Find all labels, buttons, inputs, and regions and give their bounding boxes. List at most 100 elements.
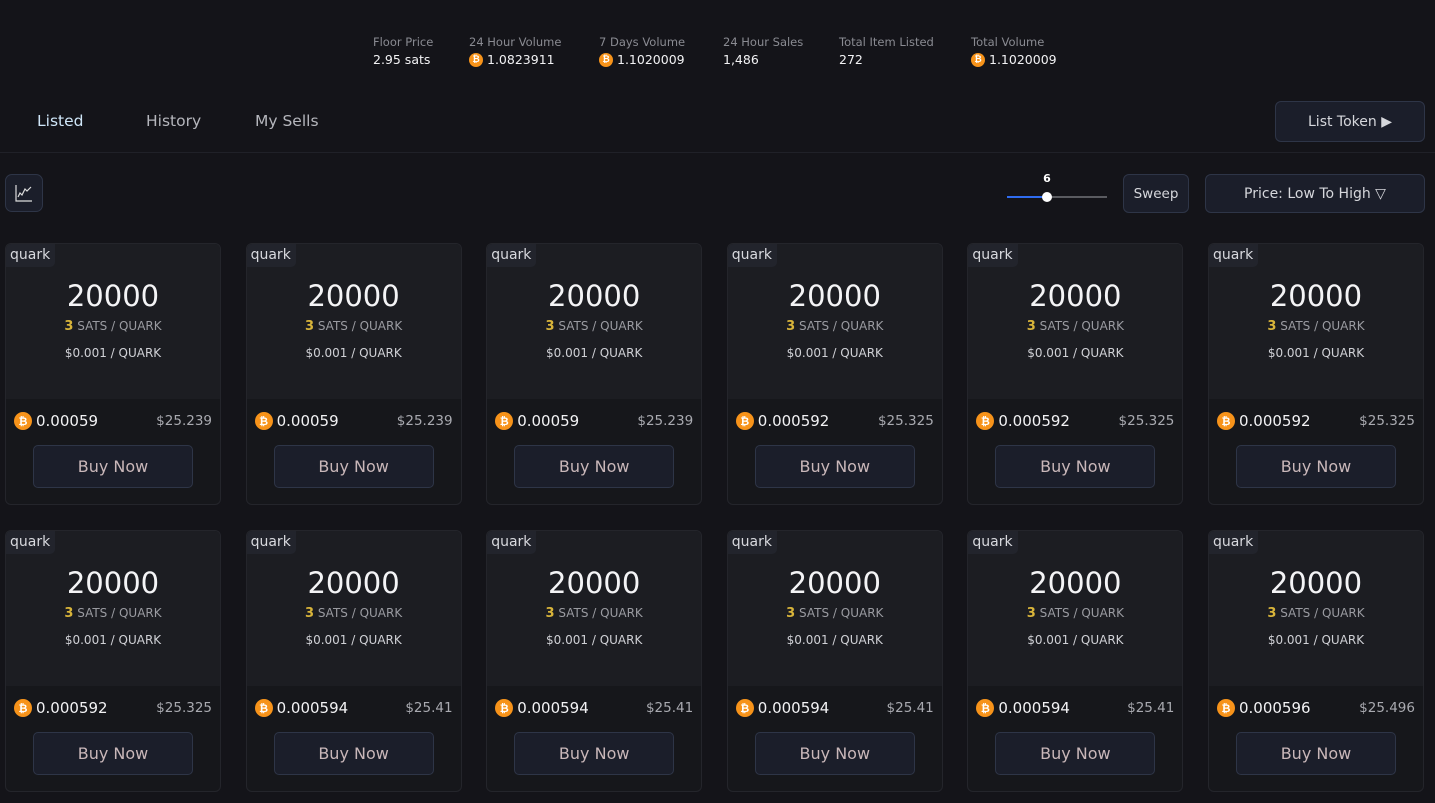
sats-per-token: 3 SATS / QUARK [968, 606, 1182, 621]
buy-now-button[interactable]: Buy Now [1235, 445, 1396, 488]
price-row: ₿ 0.000594 $25.41 [728, 699, 942, 717]
usd-per-token: $0.001 / QUARK [1027, 346, 1124, 360]
ticker-tag: quark [968, 531, 1018, 554]
price-row: ₿ 0.00059 $25.239 [487, 412, 701, 430]
buy-now-button[interactable]: Buy Now [754, 445, 915, 488]
slider-track[interactable] [1007, 196, 1107, 198]
sats-value: 3 [1026, 606, 1036, 621]
btc-price-value: 0.000594 [998, 699, 1070, 717]
listing-card: quark 20000 3 SATS / QUARK $0.001 / QUAR… [5, 243, 221, 505]
sats-value: 3 [545, 606, 555, 621]
bitcoin-icon: ₿ [735, 412, 754, 430]
usd-per-token: $0.001 / QUARK [64, 633, 162, 647]
price-row: ₿ 0.00059 $25.239 [6, 412, 220, 430]
buy-now-button[interactable]: Buy Now [1235, 732, 1396, 775]
buy-now-button[interactable]: Buy Now [273, 732, 434, 775]
sort-dropdown[interactable]: Price: Low To High ▽ [1205, 174, 1425, 213]
sats-value: 3 [786, 606, 796, 621]
token-amount: 20000 [307, 279, 400, 313]
tab-history[interactable]: History [146, 112, 202, 130]
sats-per-token: 3 SATS / QUARK [968, 319, 1182, 334]
ticker-tag: quark [487, 531, 537, 554]
tab-bar: Listed History My Sells [37, 112, 355, 130]
sats-unit: SATS / QUARK [799, 606, 884, 620]
usd-per-token: $0.001 / QUARK [305, 633, 402, 647]
ticker-tag: quark [727, 244, 777, 267]
price-row: ₿ 0.000592 $25.325 [728, 412, 942, 430]
buy-now-button[interactable]: Buy Now [995, 445, 1156, 488]
bitcoin-icon: ₿ [14, 699, 32, 717]
bitcoin-icon: ₿ [735, 699, 754, 717]
bitcoin-icon: ₿ [976, 699, 995, 717]
sweep-button[interactable]: Sweep [1123, 174, 1189, 213]
token-amount: 20000 [1029, 279, 1122, 313]
list-token-button[interactable]: List Token ▶ [1275, 101, 1425, 142]
sats-per-token: 3 SATS / QUARK [247, 319, 461, 334]
tab-listed[interactable]: Listed [37, 112, 84, 130]
btc-price: ₿ 0.000592 [14, 699, 108, 717]
buy-now-button[interactable]: Buy Now [514, 732, 675, 775]
price-row: ₿ 0.000594 $25.41 [247, 699, 461, 717]
listing-grid: quark 20000 3 SATS / QUARK $0.001 / QUAR… [5, 243, 1424, 792]
stat-label: 24 Hour Volume [469, 35, 562, 49]
ticker-tag: quark [487, 244, 537, 267]
chart-toggle-button[interactable] [5, 174, 43, 212]
token-amount: 20000 [788, 279, 881, 313]
card-info: quark 20000 3 SATS / QUARK $0.001 / QUAR… [6, 244, 220, 399]
bitcoin-icon: ₿ [1216, 412, 1235, 430]
usd-price: $25.325 [877, 413, 934, 429]
buy-now-button[interactable]: Buy Now [514, 445, 675, 488]
ticker-tag: quark [246, 531, 296, 554]
ticker-tag: quark [968, 244, 1018, 267]
slider-thumb[interactable] [1042, 192, 1052, 202]
buy-now-button[interactable]: Buy Now [995, 732, 1156, 775]
listing-card: quark 20000 3 SATS / QUARK $0.001 / QUAR… [726, 530, 943, 792]
listing-card: quark 20000 3 SATS / QUARK $0.001 / QUAR… [5, 530, 221, 792]
btc-price: ₿ 0.000592 [735, 412, 830, 430]
price-row: ₿ 0.000596 $25.496 [1209, 699, 1423, 717]
stat-value-row: ₿ 1.0823911 [469, 52, 599, 67]
btc-price: ₿ 0.000594 [976, 699, 1070, 717]
usd-per-token: $0.001 / QUARK [786, 346, 883, 360]
stat-label: 7 Days Volume [599, 35, 686, 49]
buy-now-button[interactable]: Buy Now [33, 732, 193, 775]
token-amount: 20000 [788, 566, 881, 600]
usd-per-token: $0.001 / QUARK [305, 346, 402, 360]
buy-now-button[interactable]: Buy Now [754, 732, 915, 775]
btc-price: ₿ 0.000594 [254, 699, 348, 717]
tab-my-sells[interactable]: My Sells [255, 112, 319, 130]
card-info: quark 20000 3 SATS / QUARK $0.001 / QUAR… [1208, 244, 1423, 399]
btc-price: ₿ 0.00059 [254, 412, 339, 430]
listing-card: quark 20000 3 SATS / QUARK $0.001 / QUAR… [245, 243, 462, 505]
divider [0, 152, 1435, 153]
token-amount: 20000 [1269, 566, 1363, 600]
sats-unit: SATS / QUARK [1039, 319, 1124, 333]
ticker-tag: quark [1208, 531, 1259, 554]
sats-per-token: 3 SATS / QUARK [487, 319, 701, 334]
sats-unit: SATS / QUARK [1280, 606, 1365, 620]
line-chart-icon [15, 185, 32, 202]
token-amount: 20000 [1269, 279, 1363, 313]
sats-per-token: 3 SATS / QUARK [1209, 606, 1423, 621]
btc-price-value: 0.000592 [998, 412, 1070, 430]
token-amount: 20000 [548, 279, 641, 313]
listing-card: quark 20000 3 SATS / QUARK $0.001 / QUAR… [967, 243, 1184, 505]
usd-per-token: $0.001 / QUARK [1027, 633, 1124, 647]
stat-label: Total Volume [971, 35, 1045, 49]
bitcoin-icon: ₿ [254, 412, 273, 430]
usd-per-token: $0.001 / QUARK [546, 346, 643, 360]
sats-value: 3 [1267, 319, 1277, 334]
buy-now-button[interactable]: Buy Now [273, 445, 434, 488]
bitcoin-icon: ₿ [469, 52, 483, 67]
stat-value-row: 1,486 [723, 52, 839, 67]
usd-per-token: $0.001 / QUARK [786, 633, 883, 647]
card-info: quark 20000 3 SATS / QUARK $0.001 / QUAR… [727, 244, 942, 399]
ticker-tag: quark [6, 531, 56, 554]
stat-label: Total Item Listed [839, 35, 934, 49]
stat-value: 1.0823911 [487, 52, 555, 67]
btc-price-value: 0.000592 [757, 412, 830, 430]
sats-unit: SATS / QUARK [77, 606, 162, 620]
sweep-count-slider[interactable]: 6 [1007, 172, 1107, 206]
price-row: ₿ 0.000594 $25.41 [968, 699, 1182, 717]
buy-now-button[interactable]: Buy Now [33, 445, 193, 488]
